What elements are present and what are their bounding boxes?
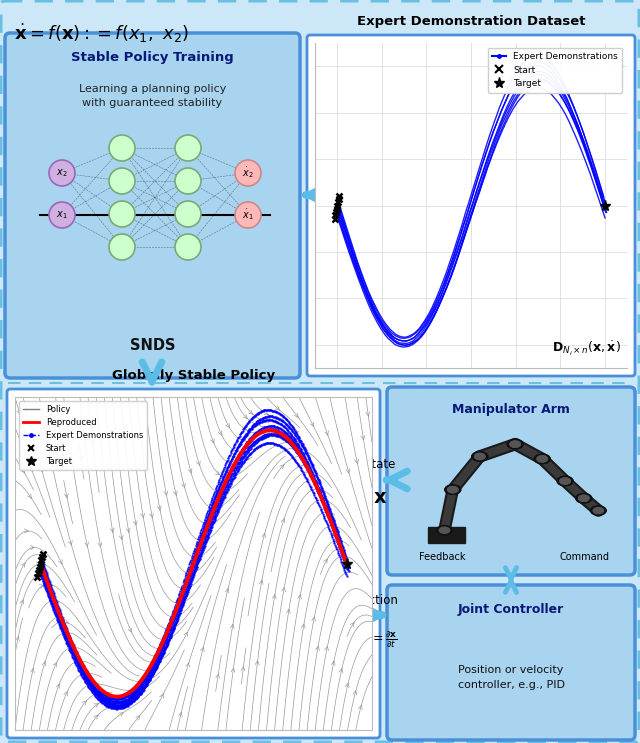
FancyArrowPatch shape — [20, 600, 24, 604]
FancyArrowPatch shape — [355, 459, 358, 464]
Circle shape — [109, 201, 135, 227]
FancyBboxPatch shape — [387, 585, 635, 740]
Circle shape — [439, 528, 450, 533]
Text: Feedback: Feedback — [419, 552, 465, 562]
FancyArrowPatch shape — [282, 588, 285, 591]
Circle shape — [534, 454, 550, 464]
FancyArrowPatch shape — [262, 533, 266, 538]
Circle shape — [537, 455, 547, 462]
FancyArrowPatch shape — [94, 704, 99, 707]
Circle shape — [475, 453, 485, 459]
FancyArrowPatch shape — [17, 410, 20, 415]
Circle shape — [445, 485, 461, 494]
Circle shape — [560, 478, 570, 484]
Legend: Policy, Reproduced, Expert Demonstrations, Start, Target: Policy, Reproduced, Expert Demonstration… — [19, 401, 147, 470]
FancyArrowPatch shape — [216, 674, 220, 678]
FancyArrowPatch shape — [241, 666, 245, 671]
FancyArrowPatch shape — [230, 624, 234, 629]
Circle shape — [508, 439, 523, 449]
FancyBboxPatch shape — [7, 389, 380, 738]
FancyArrowPatch shape — [264, 412, 269, 415]
FancyArrowPatch shape — [56, 684, 60, 689]
Circle shape — [534, 454, 550, 464]
FancyArrowPatch shape — [119, 713, 124, 716]
Circle shape — [235, 160, 261, 186]
FancyArrowPatch shape — [231, 668, 235, 672]
FancyArrowPatch shape — [362, 606, 383, 624]
FancyArrowPatch shape — [141, 513, 145, 518]
Circle shape — [591, 506, 606, 515]
Circle shape — [557, 476, 573, 486]
FancyArrowPatch shape — [306, 185, 328, 205]
Circle shape — [436, 525, 452, 535]
Text: $\mathbf{D}_{N_i\times n}(\mathbf{x},\dot{\mathbf{x}})$: $\mathbf{D}_{N_i\times n}(\mathbf{x},\do… — [552, 340, 621, 358]
Circle shape — [472, 452, 488, 461]
FancyArrowPatch shape — [40, 585, 44, 588]
FancyArrowPatch shape — [301, 624, 305, 629]
FancyArrowPatch shape — [83, 701, 86, 705]
FancyArrowPatch shape — [316, 646, 319, 650]
Text: SNDS: SNDS — [130, 337, 175, 352]
Circle shape — [109, 234, 135, 260]
FancyArrowPatch shape — [21, 563, 25, 568]
Text: $\mathbf{x}$: $\mathbf{x}$ — [373, 489, 387, 507]
Text: Expert Demonstration Dataset: Expert Demonstration Dataset — [356, 15, 585, 28]
Text: $x_2$: $x_2$ — [56, 167, 68, 179]
Circle shape — [472, 452, 488, 461]
FancyArrowPatch shape — [324, 559, 328, 563]
FancyArrowPatch shape — [243, 426, 247, 430]
Circle shape — [475, 453, 485, 459]
Text: $\dot{x}_2$: $\dot{x}_2$ — [242, 166, 254, 181]
FancyArrowPatch shape — [119, 536, 123, 539]
Circle shape — [593, 507, 604, 513]
Text: $\dot{x}_1$: $\dot{x}_1$ — [242, 207, 254, 222]
FancyArrowPatch shape — [128, 628, 132, 632]
Circle shape — [49, 202, 75, 228]
FancyArrowPatch shape — [255, 661, 259, 665]
FancyArrowPatch shape — [275, 406, 280, 410]
FancyArrowPatch shape — [24, 529, 28, 533]
FancyArrowPatch shape — [21, 468, 24, 473]
FancyArrowPatch shape — [272, 594, 276, 599]
FancyArrowPatch shape — [259, 580, 263, 585]
Circle shape — [557, 476, 573, 486]
FancyArrowPatch shape — [136, 716, 140, 720]
Text: Position or velocity
controller, e.g., PID: Position or velocity controller, e.g., P… — [458, 665, 564, 690]
Circle shape — [175, 135, 201, 161]
Circle shape — [510, 441, 520, 447]
FancyArrowPatch shape — [506, 568, 516, 592]
FancyArrowPatch shape — [226, 424, 230, 428]
Text: $\dot{\mathbf{x}} = \frac{\partial \mathbf{x}}{\partial t}$: $\dot{\mathbf{x}} = \frac{\partial \math… — [362, 630, 398, 650]
FancyArrowPatch shape — [42, 662, 45, 666]
FancyArrowPatch shape — [332, 661, 335, 666]
FancyBboxPatch shape — [387, 387, 635, 575]
FancyArrowPatch shape — [324, 431, 328, 435]
FancyArrowPatch shape — [68, 541, 72, 545]
Circle shape — [175, 234, 201, 260]
FancyArrowPatch shape — [366, 412, 370, 416]
Text: Action: Action — [362, 594, 399, 606]
FancyArrowPatch shape — [64, 620, 68, 623]
FancyArrowPatch shape — [58, 559, 62, 564]
Circle shape — [579, 495, 589, 502]
FancyArrowPatch shape — [58, 425, 61, 429]
FancyArrowPatch shape — [94, 715, 98, 719]
FancyArrowPatch shape — [346, 469, 349, 473]
Bar — [428, 527, 465, 542]
Circle shape — [175, 201, 201, 227]
FancyArrowPatch shape — [179, 713, 182, 717]
FancyArrowPatch shape — [196, 461, 200, 465]
FancyArrowPatch shape — [65, 493, 68, 498]
FancyArrowPatch shape — [157, 506, 161, 510]
FancyArrowPatch shape — [182, 483, 186, 487]
Circle shape — [537, 455, 547, 462]
FancyBboxPatch shape — [307, 35, 635, 376]
Text: State: State — [364, 458, 396, 472]
Circle shape — [576, 493, 592, 503]
FancyArrowPatch shape — [211, 438, 214, 443]
FancyArrowPatch shape — [95, 681, 99, 686]
Circle shape — [445, 485, 461, 494]
FancyArrowPatch shape — [294, 413, 298, 418]
FancyArrowPatch shape — [281, 519, 285, 523]
